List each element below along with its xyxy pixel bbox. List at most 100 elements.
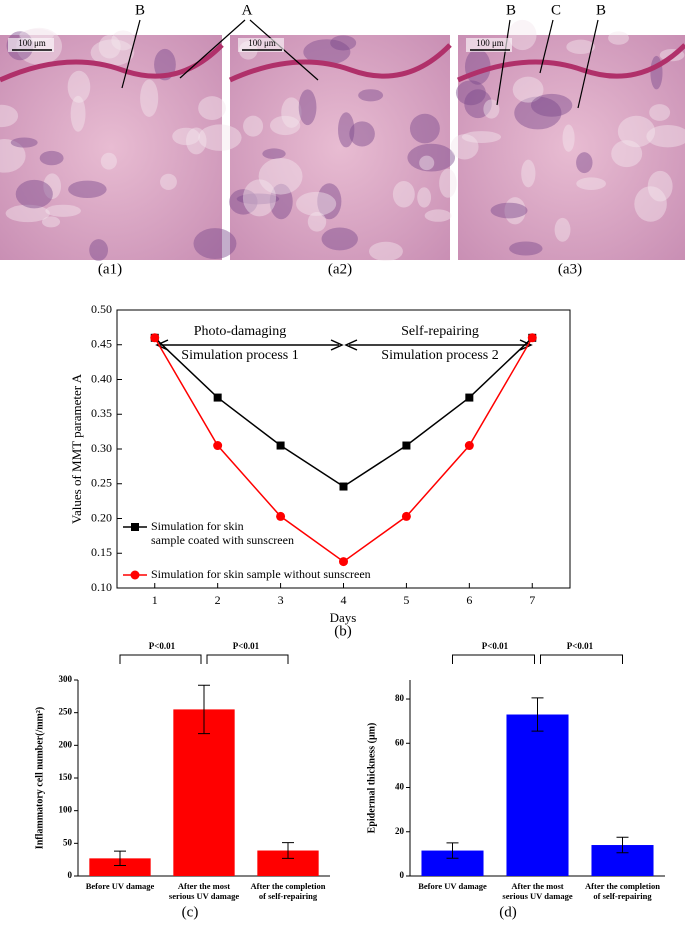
error-bar	[446, 842, 459, 859]
x-tick-label: 2	[215, 593, 221, 607]
tissue-cell	[43, 173, 62, 200]
y-tick-label: 20	[395, 826, 405, 836]
legend-label: Simulation for skin sample without sunsc…	[151, 567, 371, 581]
tissue-cell	[409, 113, 440, 144]
panel-label: (a3)	[558, 261, 582, 277]
x-tick-label: 1	[152, 593, 158, 607]
tissue-cell	[419, 155, 435, 171]
significance-label: P<0.01	[567, 641, 594, 651]
y-tick-label: 0.40	[91, 371, 112, 385]
tissue-cell	[258, 158, 303, 195]
tissue-cell	[417, 187, 432, 208]
significance-bracket	[540, 654, 623, 664]
tissue-cell	[554, 217, 571, 242]
tissue-cell	[490, 202, 528, 219]
error-bar	[616, 836, 629, 854]
error-bar	[282, 842, 294, 859]
tissue-cell	[461, 131, 502, 143]
tissue-cell	[611, 140, 643, 168]
tissue-cell	[576, 177, 606, 191]
bar	[173, 709, 235, 876]
significance-label: P<0.01	[233, 641, 260, 651]
tissue-cell	[530, 93, 573, 117]
tissue-cell	[634, 186, 667, 222]
y-tick-label: 80	[395, 693, 405, 703]
x-tick-label: After the completion of self-repairing	[585, 881, 660, 901]
tissue-cell	[392, 181, 415, 208]
tissue-cell	[186, 127, 207, 155]
tissue-cell	[646, 125, 685, 148]
bar	[89, 858, 151, 876]
tissue-cell	[296, 191, 337, 216]
scale-bar-bg	[466, 38, 512, 52]
x-tick-label: After the most serious UV damage	[169, 881, 239, 901]
data-point	[339, 482, 348, 491]
annotation: Simulation process 1	[181, 348, 298, 363]
y-tick-label: 40	[395, 782, 405, 792]
legend-marker	[131, 523, 139, 531]
y-axis-label: Values of MMT parameter A	[69, 373, 84, 524]
pointer-label: C	[551, 2, 561, 18]
y-tick-label: 0.25	[91, 476, 112, 490]
panel-label: (a2)	[328, 261, 352, 277]
double-arrows	[155, 339, 533, 351]
tissue-cell	[358, 89, 384, 102]
tissue-cell	[262, 148, 286, 160]
tissue-cell	[198, 96, 226, 121]
x-tick-label: 6	[466, 593, 472, 607]
tissue-cell	[98, 34, 121, 59]
data-point	[527, 333, 537, 343]
tissue-cell	[439, 168, 457, 198]
epidermis-edge	[228, 43, 452, 83]
legend-marker	[130, 570, 140, 580]
error-bar	[198, 684, 210, 735]
data-point	[339, 557, 348, 567]
tissue-cell	[349, 121, 375, 147]
legend-label: Simulation for skin sample coated with su…	[151, 519, 294, 547]
tissue-cell	[39, 150, 64, 166]
tissue-cell	[338, 112, 355, 148]
tissue-cell	[70, 95, 86, 132]
scale-bar-bg	[8, 38, 54, 52]
x-tick-label: 5	[403, 593, 409, 607]
x-tick-label: 4	[341, 593, 347, 607]
tissue-cell	[15, 179, 53, 209]
tissue-cell	[650, 55, 663, 90]
x-axis-label: Days	[330, 610, 357, 625]
data-point	[465, 393, 474, 402]
tissue-cell	[562, 124, 575, 152]
histology-images	[0, 19, 685, 262]
scale-label: 100 μm	[476, 38, 504, 48]
significance-label: P<0.01	[482, 641, 509, 651]
tissue-cell	[41, 216, 61, 228]
tissue-cell	[160, 173, 177, 191]
tissue-cell	[321, 227, 358, 251]
tissue-cell	[269, 183, 293, 220]
data-point	[464, 441, 474, 451]
tissue-cell	[243, 115, 264, 137]
y-tick-label: 60	[395, 737, 405, 747]
significance-bracket	[206, 654, 289, 664]
tissue-cell	[455, 80, 486, 106]
tissue-cell	[100, 152, 117, 170]
y-tick-label: 50	[63, 837, 73, 847]
y-tick-label: 0.35	[91, 406, 112, 420]
epidermis-edge	[456, 43, 685, 83]
annotation: Self-repairing	[401, 324, 479, 339]
tissue-cell	[608, 31, 629, 45]
tissue-cell	[303, 39, 351, 65]
tissue-cell	[229, 189, 258, 215]
y-tick-label: 250	[59, 707, 73, 717]
scale-label: 100 μm	[18, 38, 46, 48]
tissue-cell	[407, 143, 456, 172]
y-tick-label: 100	[59, 805, 73, 815]
y-tick-label: 200	[59, 739, 73, 749]
tissue-cell	[450, 134, 479, 160]
y-tick-label: 300	[59, 674, 73, 684]
tissue-cell	[514, 96, 562, 130]
bar	[506, 714, 569, 876]
tissue-cell	[172, 127, 201, 146]
y-tick-label: 0.10	[91, 580, 112, 594]
y-axis-label: Inflammatory cell number(/mm²)	[34, 707, 45, 849]
panel-label: (b)	[334, 623, 352, 639]
